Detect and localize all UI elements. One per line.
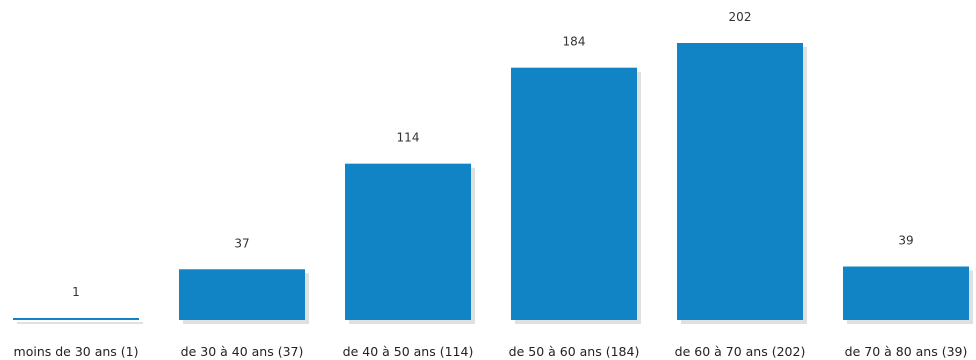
bars-group: [13, 43, 973, 324]
category-label-2: de 30 à 40 ans (37): [181, 344, 304, 359]
category-label-3: de 40 à 50 ans (114): [343, 344, 474, 359]
category-labels-group: moins de 30 ans (1) de 30 à 40 ans (37) de…: [14, 344, 968, 359]
bar-4[interactable]: [511, 67, 637, 320]
value-label-1: 1: [72, 285, 80, 299]
category-label-4: de 50 à 60 ans (184): [509, 344, 640, 359]
value-label-6: 39: [898, 234, 913, 248]
bar-2[interactable]: [179, 269, 305, 320]
value-label-5: 202: [729, 10, 752, 24]
category-label-5: de 60 à 70 ans (202): [675, 344, 806, 359]
value-label-2: 37: [234, 236, 249, 250]
bar-5[interactable]: [677, 43, 803, 320]
value-label-4: 184: [563, 35, 586, 49]
value-labels-group: 1 37 114 184 202 39: [72, 10, 913, 299]
bar-3[interactable]: [345, 163, 471, 320]
bar-1[interactable]: [13, 318, 139, 320]
category-label-1: moins de 30 ans (1): [14, 344, 139, 359]
bar-shadow-1: [17, 322, 143, 324]
category-label-6: de 70 à 80 ans (39): [845, 344, 968, 359]
value-label-3: 114: [397, 131, 420, 145]
bar-6[interactable]: [843, 266, 969, 320]
